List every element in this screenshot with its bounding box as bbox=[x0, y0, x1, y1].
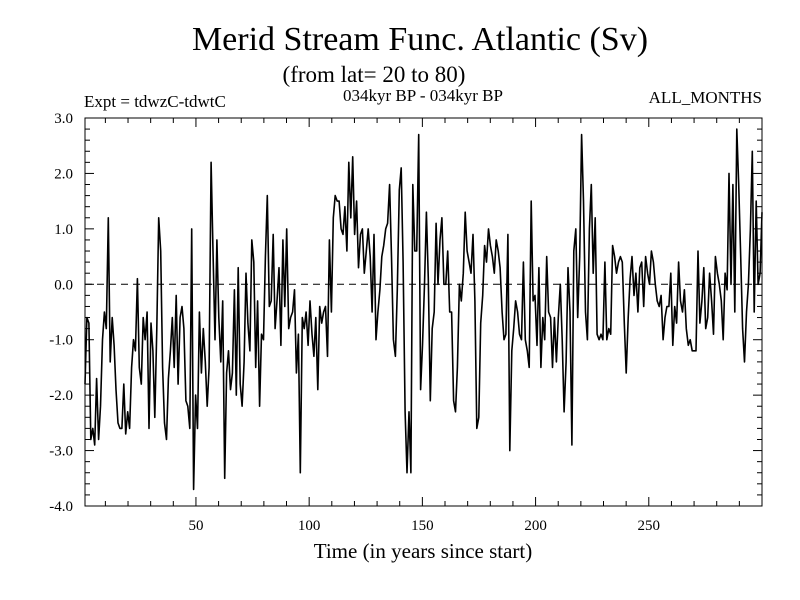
x-tick-label: 100 bbox=[298, 518, 321, 534]
y-tick-label: 1.0 bbox=[54, 222, 73, 238]
x-tick-label: 200 bbox=[524, 518, 547, 534]
x-tick-label: 250 bbox=[638, 518, 661, 534]
plot-frame bbox=[84, 117, 763, 507]
y-tick-label: -2.0 bbox=[49, 388, 73, 404]
x-tick-label: 150 bbox=[411, 518, 434, 534]
months-label: ALL_MONTHS bbox=[649, 88, 762, 107]
experiment-label: Expt = tdwzC-tdwtC bbox=[84, 92, 226, 111]
series-line bbox=[84, 128, 763, 491]
period-label: 034kyr BP - 034kyr BP bbox=[343, 86, 503, 105]
chart-title: Merid Stream Func. Atlantic (Sv) bbox=[192, 21, 648, 58]
y-tick-label: -1.0 bbox=[49, 333, 73, 349]
chart-subtitle: (from lat= 20 to 80) bbox=[283, 62, 466, 87]
x-axis-label: Time (in years since start) bbox=[314, 539, 533, 563]
y-tick-label: 3.0 bbox=[54, 111, 73, 127]
plot-area: 3.0 2.0 1.0 0.0 -1.0 -2.0 -3.0 -4.0 50 100 150 200 2… bbox=[49, 111, 763, 534]
y-tick-label: 0.0 bbox=[54, 277, 73, 293]
y-tick-label: -4.0 bbox=[49, 499, 73, 515]
x-tick-label: 50 bbox=[188, 518, 203, 534]
y-tick-label: 2.0 bbox=[54, 166, 73, 182]
y-tick-label: -3.0 bbox=[49, 444, 73, 460]
